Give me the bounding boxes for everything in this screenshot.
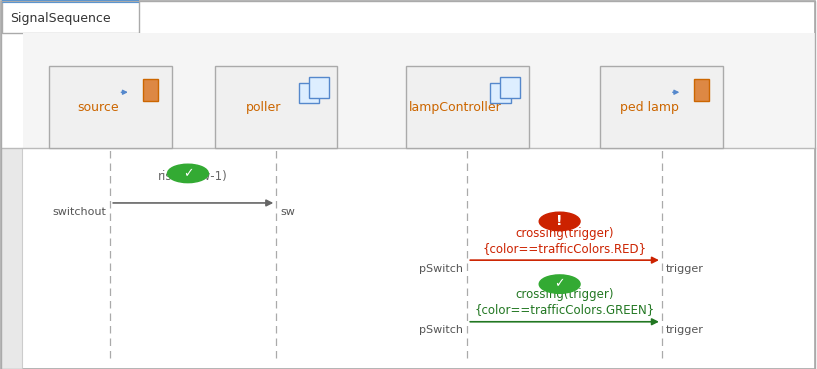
Bar — [490, 83, 511, 103]
Text: {color==trafficColors.RED}: {color==trafficColors.RED} — [483, 242, 646, 255]
Text: trigger: trigger — [666, 325, 703, 335]
FancyBboxPatch shape — [49, 66, 172, 148]
Bar — [309, 77, 329, 98]
Bar — [299, 83, 319, 103]
FancyBboxPatch shape — [215, 66, 337, 148]
Circle shape — [539, 212, 580, 231]
Text: SignalSequence: SignalSequence — [11, 12, 111, 25]
Text: poller: poller — [246, 100, 282, 114]
Bar — [500, 77, 520, 98]
Text: source: source — [78, 100, 118, 114]
Text: rising(sw-1): rising(sw-1) — [158, 170, 228, 183]
Bar — [694, 79, 709, 101]
Text: !: ! — [556, 214, 563, 228]
Text: trigger: trigger — [666, 264, 703, 274]
Text: ✓: ✓ — [183, 167, 193, 180]
Bar — [23, 33, 815, 148]
Circle shape — [539, 275, 580, 293]
Text: lampController: lampController — [408, 100, 502, 114]
Text: crossing(trigger): crossing(trigger) — [516, 289, 614, 301]
Text: switchout: switchout — [52, 207, 106, 217]
Text: ✓: ✓ — [555, 277, 565, 291]
Text: pSwitch: pSwitch — [419, 325, 463, 335]
FancyBboxPatch shape — [406, 66, 529, 148]
FancyBboxPatch shape — [2, 1, 139, 33]
Text: sw: sw — [280, 207, 295, 217]
Text: pSwitch: pSwitch — [419, 264, 463, 274]
Bar — [143, 79, 158, 101]
Circle shape — [167, 164, 208, 183]
Text: crossing(trigger): crossing(trigger) — [516, 227, 614, 240]
Text: {color==trafficColors.GREEN}: {color==trafficColors.GREEN} — [475, 303, 654, 316]
FancyBboxPatch shape — [600, 66, 723, 148]
Text: ped lamp: ped lamp — [620, 100, 679, 114]
Bar — [1, 148, 22, 369]
